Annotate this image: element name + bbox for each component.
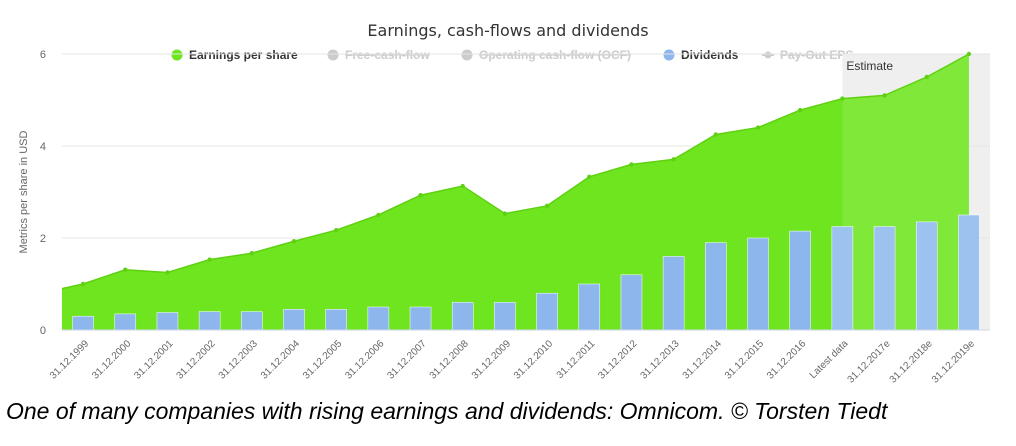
- dividend-bar: [114, 313, 137, 331]
- chart-legend: Earnings per share Free-cash-flow Operatin…: [171, 48, 854, 62]
- y-tick-label: 2: [40, 233, 46, 245]
- eps-point: [123, 267, 128, 272]
- dividend-bar: [620, 274, 643, 331]
- eps-point: [544, 203, 550, 208]
- dividend-bar: [409, 306, 432, 331]
- x-tick-label: Latest data: [808, 338, 851, 381]
- x-tick-label: 31.12.2010: [512, 338, 555, 381]
- eps-point: [207, 257, 212, 262]
- dividend-bar: [494, 302, 516, 331]
- eps-point: [460, 183, 465, 189]
- dividend-bar: [325, 309, 347, 331]
- x-tick-label: 31.12.2006: [343, 338, 386, 381]
- eps-point: [713, 132, 719, 137]
- x-tick-label: 31.12.2000: [90, 338, 133, 381]
- dividend-bar: [367, 306, 390, 331]
- eps-point: [671, 157, 676, 162]
- eps-point: [840, 96, 845, 101]
- dividend-bar: [536, 292, 558, 331]
- dividend-bar: [72, 315, 94, 331]
- x-tick-label: 31.12.2018e: [888, 338, 935, 385]
- x-tick-label: 31.12.2001: [132, 338, 175, 381]
- legend-symbol: [327, 49, 339, 61]
- x-tick-label: 31.12.2007: [385, 338, 428, 381]
- dividend-bar: [451, 302, 474, 331]
- figure-caption: One of many companies with rising earnin…: [6, 398, 888, 424]
- dividend-bar: [831, 226, 854, 331]
- dividend-bar: [873, 226, 896, 331]
- eps-point: [418, 193, 423, 198]
- y-axis-label: Metrics per share in USD: [18, 131, 30, 254]
- dividend-bar: [198, 311, 221, 331]
- x-tick-label: 31.12.2012: [596, 338, 639, 381]
- legend-symbol: [764, 51, 772, 59]
- eps-point: [165, 270, 170, 275]
- eps-point: [333, 227, 339, 233]
- legend-symbol: [663, 49, 675, 61]
- x-tick-label: 31.12.2011: [555, 338, 598, 381]
- eps-point: [249, 250, 255, 256]
- eps-point: [587, 174, 592, 180]
- dividend-bar: [662, 256, 685, 331]
- legend-symbol: [461, 49, 473, 61]
- eps-point: [502, 211, 508, 216]
- x-tick-label: 31.12.2016: [765, 338, 808, 381]
- chart-title: Earnings, cash-flows and dividends: [367, 21, 648, 40]
- eps-point: [924, 74, 929, 80]
- x-tick-label: 31.12.2017e: [846, 338, 893, 385]
- legend-item: Earnings per share: [189, 48, 298, 62]
- legend-item: Dividends: [681, 48, 739, 62]
- x-tick-label: 31.12.2009: [470, 338, 513, 381]
- dividend-bar: [578, 283, 601, 331]
- dividend-bar: [747, 237, 769, 331]
- dividend-bar: [789, 230, 811, 331]
- legend-symbol: [171, 49, 183, 61]
- dividend-bar: [915, 221, 938, 331]
- eps-point: [291, 239, 297, 244]
- x-tick-label: 31.12.2002: [175, 338, 218, 381]
- eps-point: [629, 162, 634, 167]
- x-tick-label: 31.12.2013: [639, 338, 682, 381]
- estimate-label: Estimate: [846, 59, 893, 73]
- y-tick-label: 0: [40, 325, 46, 337]
- eps-point: [80, 281, 86, 287]
- dividend-bar: [958, 214, 980, 331]
- eps-point: [797, 107, 803, 113]
- eps-point: [882, 93, 887, 98]
- x-tick-label: 31.12.1999: [48, 338, 91, 381]
- x-tick-label: 31.12.2019e: [930, 338, 977, 385]
- eps-area: [62, 54, 969, 330]
- x-tick-label: 31.12.2015: [723, 338, 766, 381]
- earnings-dividends-chart: Earnings, cash-flows and dividends Earni…: [18, 21, 990, 385]
- y-tick-label: 6: [40, 49, 46, 61]
- dividend-bar: [241, 311, 263, 331]
- x-tick-label: 31.12.2004: [259, 338, 302, 381]
- y-tick-label: 4: [40, 141, 46, 153]
- x-tick-label: 31.12.2014: [681, 338, 724, 381]
- eps-point: [376, 212, 381, 218]
- x-tick-label: 31.12.2003: [217, 338, 260, 381]
- dividend-bar: [705, 242, 727, 331]
- eps-point: [966, 51, 972, 57]
- dividend-bar: [283, 309, 305, 331]
- dividend-bar: [156, 312, 179, 331]
- x-tick-label: 31.12.2008: [428, 338, 471, 381]
- x-tick-label: 31.12.2005: [301, 338, 344, 381]
- eps-point: [755, 125, 761, 130]
